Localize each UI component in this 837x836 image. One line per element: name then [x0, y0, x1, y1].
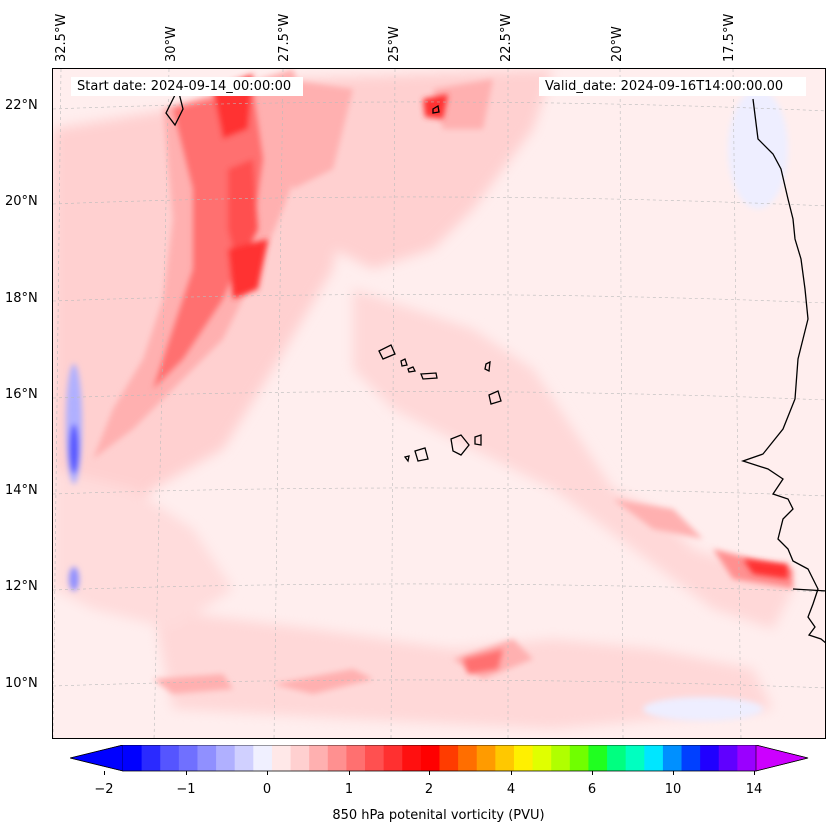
colorbar-segment: [178, 745, 198, 771]
colorbar: [70, 745, 809, 772]
lon-label: 22.5°W: [499, 13, 514, 62]
colorbar-segment: [197, 745, 217, 771]
colorbar-segment: [495, 745, 515, 771]
colorbar-tick-mark: [267, 771, 268, 775]
colorbar-tick-mark: [429, 771, 430, 775]
colorbar-segment: [458, 745, 478, 771]
colorbar-segment: [346, 745, 366, 771]
colorbar-label: 850 hPa potenital vorticity (PVU): [332, 808, 545, 823]
lat-label: 18°N: [5, 291, 38, 306]
colorbar-tick-mark: [349, 771, 350, 775]
strong-vorticity-band: [153, 74, 788, 674]
colorbar-segment: [439, 745, 459, 771]
colorbar-tick-label: 6: [587, 782, 597, 797]
colorbar-tick-mark: [511, 771, 512, 775]
colorbar-segment: [271, 745, 292, 771]
lat-label: 22°N: [5, 98, 38, 113]
colorbar-tick-label: 10: [664, 782, 682, 797]
gridlines: [53, 69, 825, 738]
colorbar-segment: [123, 745, 143, 771]
colorbar-segment: [737, 745, 757, 771]
colorbar-tick-label: 14: [745, 782, 763, 797]
colorbar-over-arrow: [755, 745, 809, 772]
lon-label: 27.5°W: [277, 13, 292, 62]
colorbar-segment: [718, 745, 738, 771]
lat-label: 14°N: [5, 483, 38, 498]
negative-vorticity-patches: [66, 89, 788, 721]
colorbar-segment: [402, 745, 422, 771]
colorbar-tick-label: 0: [262, 782, 272, 797]
lat-label: 10°N: [5, 676, 38, 691]
colorbar-segment: [476, 745, 496, 771]
colorbar-segment: [309, 745, 329, 771]
colorbar-tick-mark: [186, 771, 187, 775]
colorbar-segment: [216, 745, 236, 771]
colorbar-tick-label: 2: [424, 782, 434, 797]
colorbar-tick-mark: [592, 771, 593, 775]
colorbar-segment: [625, 745, 645, 771]
colorbar-under-arrow: [70, 745, 124, 772]
colorbar-segment: [160, 745, 180, 771]
colorbar-tick-label: −2: [94, 782, 114, 797]
colorbar-tick-mark: [673, 771, 674, 775]
colorbar-segment: [141, 745, 161, 771]
colorbar-segment: [644, 745, 664, 771]
lon-label: 25°W: [387, 26, 402, 62]
lon-label: 17.5°W: [722, 13, 737, 62]
coastline: [165, 87, 825, 644]
lat-label: 12°N: [5, 579, 38, 594]
colorbar-tick-label: 4: [506, 782, 516, 797]
colorbar-segment: [588, 745, 608, 771]
lon-label: 30°W: [164, 26, 179, 62]
lat-label: 20°N: [5, 194, 38, 209]
colorbar-segment: [513, 745, 534, 771]
colorbar-segment: [253, 745, 273, 771]
colorbar-segment: [234, 745, 254, 771]
colorbar-segment: [662, 745, 683, 771]
colorbar-segment: [290, 745, 310, 771]
valid-date-label: Valid_date: 2024-09-16T14:00:00.00: [539, 77, 806, 96]
vorticity-field-map: [53, 69, 825, 738]
colorbar-segment: [569, 745, 589, 771]
colorbar-segment: [532, 745, 552, 771]
colorbar-outline: [70, 745, 809, 772]
lon-label: 32.5°W: [54, 13, 69, 62]
colorbar-segment: [365, 745, 385, 771]
lon-label: 20°W: [610, 26, 625, 62]
colorbar-segment: [551, 745, 571, 771]
lat-label: 16°N: [5, 387, 38, 402]
map-panel: Start date: 2024-09-14_00:00:00 Valid_da…: [52, 68, 826, 739]
colorbar-segment: [700, 745, 720, 771]
colorbar-segment: [607, 745, 627, 771]
colorbar-segment: [681, 745, 701, 771]
colorbar-segment: [383, 745, 403, 771]
colorbar-segment: [327, 745, 347, 771]
colorbar-tick-label: −1: [176, 782, 196, 797]
colorbar-tick-mark: [754, 771, 755, 775]
colorbar-segment: [420, 745, 440, 771]
start-date-label: Start date: 2024-09-14_00:00:00: [71, 77, 303, 96]
colorbar-tick-label: 1: [344, 782, 354, 797]
colorbar-tick-mark: [104, 771, 105, 775]
